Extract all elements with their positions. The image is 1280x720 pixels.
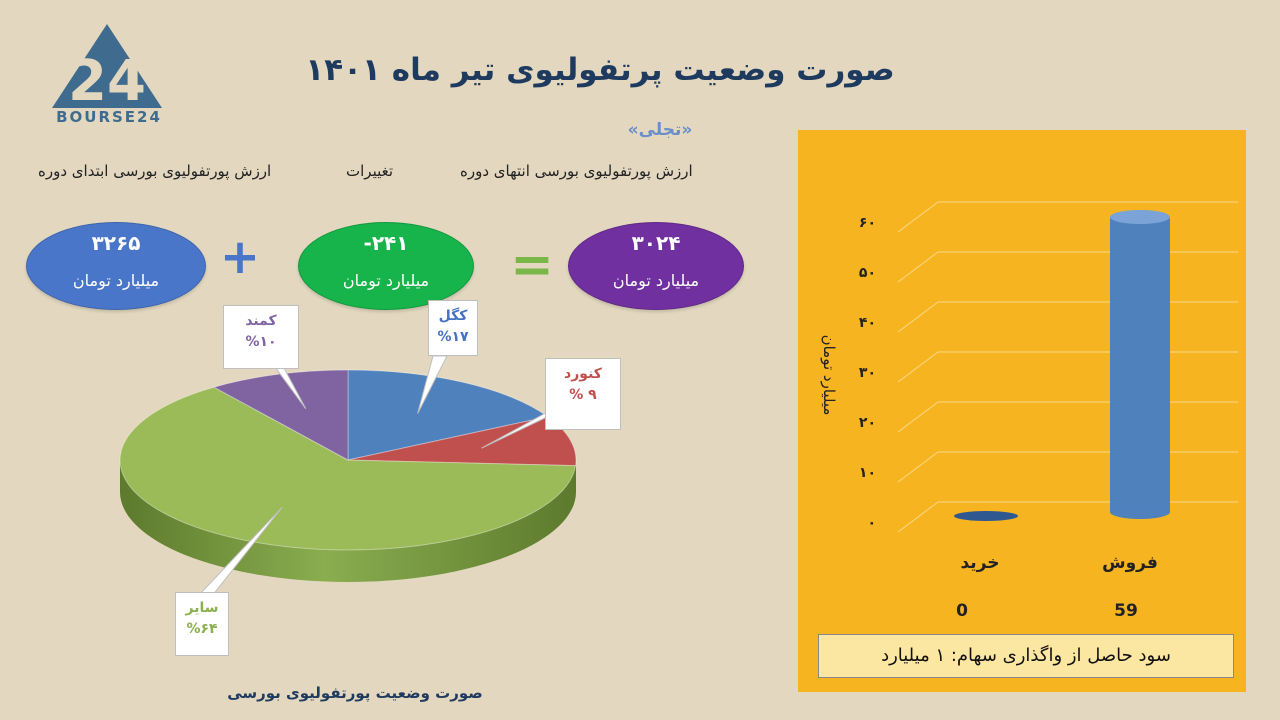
svg-text:24: 24 [68, 49, 146, 114]
bar-y-tick-label: ۲۰ [859, 415, 876, 431]
pie-slice-1 [347, 369, 550, 461]
bar-y-tick-label: ۶۰ [859, 215, 876, 231]
bar-y-tick-label: ۵۰ [859, 265, 876, 281]
change-value-ellipse: -۲۴۱ میلیارد تومان [298, 222, 474, 310]
profit-note: سود حاصل از واگذاری سهام: ۱ میلیارد [818, 634, 1234, 678]
bar-chart: ۰ ۱۰ ۲۰ ۳۰ ۴۰ ۵۰ ۶۰ خرید فروش 0 59 میلیارد تومان [820, 201, 1238, 621]
bar-y-tick-label: ۰ [867, 515, 876, 531]
bar-y-tick-label: ۴۰ [859, 315, 876, 331]
pie-label-name: کمند [245, 313, 277, 329]
bar-gridline-diag [897, 451, 939, 483]
bar-gridline-diag [897, 201, 939, 233]
bar-y-tick-label: ۱۰ [859, 465, 876, 481]
header-changes: تغییرات [346, 162, 394, 180]
pie-label-name: کنورد [564, 366, 602, 382]
bar-value-label: 0 [956, 601, 968, 621]
end-unit: میلیارد تومان [612, 271, 700, 290]
pie-slice-3 [119, 386, 577, 551]
pie-label-name: سایر [185, 600, 219, 616]
bar-2-base [1110, 505, 1170, 519]
header-end-value: ارزش پورتفولیوی بورسی انتهای دوره [460, 162, 693, 180]
bar-gridline-diag [897, 351, 939, 383]
logo-text: BOURSE24 [56, 108, 162, 126]
plus-sign: + [219, 229, 261, 285]
bar-2-top [1110, 210, 1170, 224]
pie-label-value: % ۹ [569, 387, 597, 403]
pie-label-4: کمند %۱۰ [223, 305, 299, 369]
pie-label-3: سایر %۶۴ [175, 592, 229, 656]
start-unit: میلیارد تومان [72, 271, 160, 290]
bar-2-body [1110, 217, 1170, 512]
header-start-value: ارزش پورتفولیوی بورسی ابتدای دوره [38, 162, 272, 180]
bar-gridline-diag [897, 401, 939, 433]
end-value-ellipse: ۳۰۲۴ میلیارد تومان [568, 222, 744, 310]
pie-chart [119, 339, 588, 597]
change-unit: میلیارد تومان [342, 271, 430, 290]
page-title: صورت وضعیت پرتفولیوی تیر ماه ۱۴۰۱ [305, 52, 895, 88]
pie-label-1: کگل %۱۷ [428, 300, 478, 356]
bar-gridline-diag [897, 501, 939, 533]
bar-gridline-diag [897, 301, 939, 333]
pie-chart-title: صورت وضعیت پورتفولیوی بورسی [227, 684, 483, 702]
bar-category-label: فروش [1102, 553, 1158, 573]
pie-label-value: %۱۷ [437, 329, 469, 345]
page-subtitle: «تجلی» [627, 120, 693, 140]
pie-label-value: %۱۰ [245, 334, 277, 350]
pie-label-value: %۶۴ [186, 621, 218, 637]
bar-value-label: 59 [1114, 601, 1138, 621]
bar-gridline-diag [897, 251, 939, 283]
pie-label-2: کنورد % ۹ [545, 358, 621, 430]
bar-1-zero [954, 511, 1018, 521]
equals-sign: = [510, 235, 554, 295]
change-value: -۲۴۱ [363, 231, 409, 255]
pie-label-name: کگل [438, 308, 468, 324]
pie-slice-4 [212, 369, 349, 461]
pie-side [120, 460, 576, 582]
bourse24-logo: 24 [52, 24, 162, 114]
bar-category-label: خرید [960, 553, 999, 573]
start-value: ۳۲۶۵ [91, 231, 141, 255]
bar-y-axis-label: میلیارد تومان [820, 335, 838, 416]
pie-leader-1 [417, 355, 448, 414]
start-value-ellipse: ۳۲۶۵ میلیارد تومان [26, 222, 206, 310]
bar-y-tick-label: ۳۰ [859, 365, 876, 381]
bar-chart-panel [798, 130, 1246, 692]
end-value: ۳۰۲۴ [631, 231, 681, 255]
